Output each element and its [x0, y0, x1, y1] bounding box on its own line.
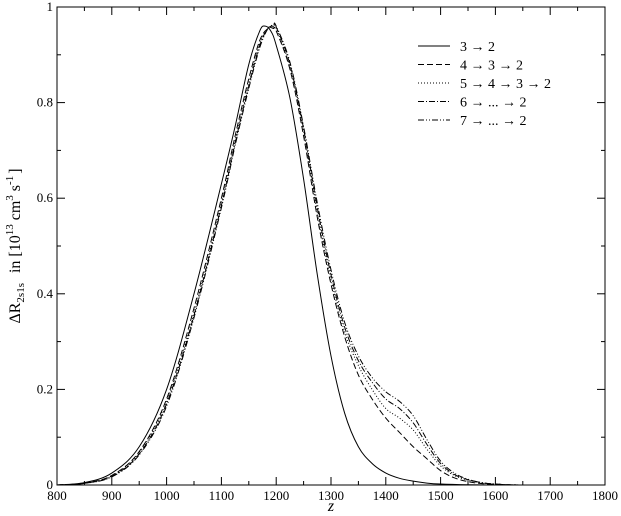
- legend: 3 → 2 4 → 3 → 2 5 → 4 → 3 → 2 6 → ... → 2 7 …: [418, 40, 551, 129]
- x-tick-label: 1100: [209, 488, 235, 503]
- y-axis-label-exp3: 3: [4, 195, 16, 201]
- x-tick-label: 800: [47, 488, 67, 503]
- series-line-4: [56, 23, 605, 486]
- y-axis-label-exp13: 13: [4, 224, 16, 236]
- y-axis-label-s: s: [7, 185, 24, 191]
- x-tick-label: 1400: [373, 488, 399, 503]
- x-tick-label: 1200: [263, 488, 289, 503]
- y-axis-label-in: in [10: [7, 235, 24, 273]
- y-axis-label-cm: cm: [7, 200, 24, 220]
- y-tick-label: 0.4: [37, 286, 54, 301]
- x-tick-label: 1500: [428, 488, 454, 503]
- y-tick-label: 0.8: [37, 95, 53, 110]
- plot-marks: [56, 22, 605, 486]
- y-axis-label-expm1: -1: [4, 176, 16, 185]
- y-axis-label-close: ]: [7, 168, 24, 173]
- x-axis-label: z: [327, 498, 335, 515]
- y-tick-label: 1: [47, 0, 54, 14]
- y-axis-label: ΔR2s1s in [1013 cm3 s-1]: [4, 168, 27, 323]
- y-axis-label-main: ΔR: [7, 302, 24, 323]
- x-tick-label: 1300: [318, 488, 344, 503]
- x-tick-label: 900: [102, 488, 122, 503]
- legend-label-4: 6 → ... → 2: [460, 96, 527, 111]
- y-tick-label: 0.6: [37, 190, 54, 205]
- series-line-5: [56, 22, 605, 486]
- axis-ticks: [56, 6, 606, 486]
- legend-label-2: 4 → 3 → 2: [460, 59, 523, 74]
- x-tick-label: 1800: [592, 488, 618, 503]
- tick-labels: 800 900 1000 1100 1200 1300 1400 1500 1600 1700 18…: [37, 0, 618, 503]
- series-line-3: [56, 24, 605, 486]
- y-axis-label-sub: 2s1s: [15, 283, 27, 303]
- series-line-2: [56, 26, 605, 486]
- x-tick-label: 1600: [482, 488, 508, 503]
- x-tick-label: 1700: [537, 488, 563, 503]
- legend-label-5: 7 → ... → 2: [460, 114, 527, 129]
- y-tick-label: 0.2: [37, 381, 53, 396]
- legend-label-3: 5 → 4 → 3 → 2: [460, 77, 551, 92]
- x-tick-label: 1000: [154, 488, 180, 503]
- legend-label-1: 3 → 2: [460, 40, 495, 55]
- y-tick-label: 0: [47, 477, 54, 492]
